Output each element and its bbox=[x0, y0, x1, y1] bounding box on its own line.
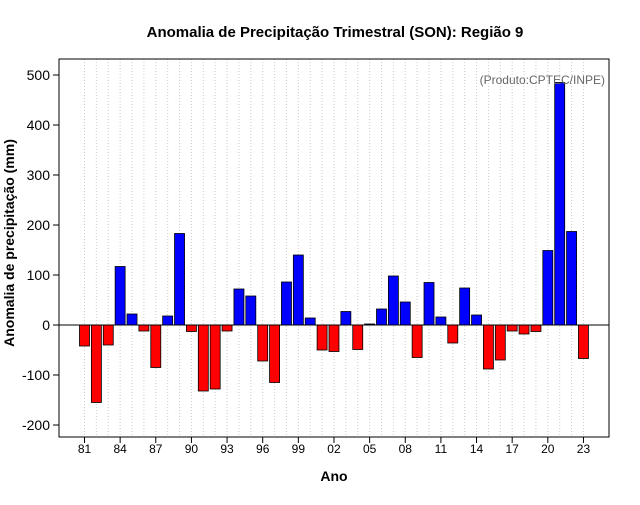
bar-2015 bbox=[483, 324, 494, 370]
bar-1988 bbox=[162, 315, 174, 326]
x-tick-label: 90 bbox=[185, 442, 199, 456]
bar-1987 bbox=[150, 324, 162, 368]
bar-2004 bbox=[352, 324, 364, 350]
bar-1982 bbox=[90, 324, 102, 403]
bar-1994 bbox=[233, 288, 245, 326]
bar-2012 bbox=[447, 324, 459, 344]
y-tick-label: -100 bbox=[22, 367, 50, 383]
x-axis-label: Ano bbox=[320, 468, 347, 484]
y-tick-label: 100 bbox=[27, 267, 51, 283]
bar-1984 bbox=[114, 266, 126, 326]
y-tick-label: 500 bbox=[27, 67, 51, 83]
y-axis: -200 -100 0 100 200 300 400 500 bbox=[22, 67, 59, 433]
y-tick-label: 200 bbox=[27, 217, 51, 233]
bar-2018 bbox=[518, 324, 530, 335]
bar-2007 bbox=[387, 275, 399, 326]
bar-2020 bbox=[542, 250, 554, 326]
bar-2000 bbox=[304, 317, 316, 326]
bar-2001 bbox=[316, 324, 328, 351]
bar-1992 bbox=[209, 324, 221, 390]
grid-layer bbox=[84, 59, 584, 437]
x-axis: 81 84 87 90 93 96 99 02 05 08 11 14 17 20 23 bbox=[78, 437, 591, 456]
bar-1998 bbox=[281, 281, 292, 326]
bar-2011 bbox=[435, 316, 447, 326]
x-tick-label: 02 bbox=[327, 442, 341, 456]
x-tick-label: 11 bbox=[435, 442, 448, 456]
x-tick-label: 93 bbox=[220, 442, 234, 456]
bar-1981 bbox=[79, 324, 90, 347]
bar-2009 bbox=[411, 324, 423, 358]
y-tick-label: 0 bbox=[42, 317, 50, 333]
bar-2021 bbox=[554, 82, 566, 326]
x-tick-label: 08 bbox=[399, 442, 413, 456]
bar-1983 bbox=[102, 324, 114, 346]
chart-title: Anomalia de Precipitação Trimestral (SON… bbox=[147, 24, 524, 41]
bar-2017 bbox=[506, 324, 518, 332]
bar-2013 bbox=[459, 287, 471, 326]
bar-2019 bbox=[530, 324, 542, 332]
x-tick-label: 05 bbox=[363, 442, 377, 456]
bar-1999 bbox=[292, 254, 304, 326]
bar-2002 bbox=[328, 324, 340, 352]
bar-2023 bbox=[578, 324, 589, 359]
x-tick-label: 23 bbox=[577, 442, 591, 456]
bar-2010 bbox=[423, 282, 435, 326]
x-tick-label: 96 bbox=[256, 442, 270, 456]
bar-2003 bbox=[340, 311, 352, 326]
y-axis-label: Anomalia de precipitação (mm) bbox=[1, 139, 17, 347]
bar-2008 bbox=[399, 301, 411, 326]
bar-2014 bbox=[471, 314, 482, 326]
x-tick-label: 84 bbox=[113, 442, 127, 456]
bar-1991 bbox=[197, 324, 209, 392]
x-tick-label: 87 bbox=[149, 442, 163, 456]
bar-1986 bbox=[138, 324, 150, 332]
bar-2016 bbox=[494, 324, 506, 361]
bar-1993 bbox=[221, 324, 233, 332]
x-tick-label: 14 bbox=[470, 442, 484, 456]
source-annotation: (Produto:CPTEC/INPE) bbox=[480, 73, 605, 87]
bar-1996 bbox=[257, 324, 269, 362]
bar-2006 bbox=[376, 308, 387, 326]
x-tick-label: 81 bbox=[78, 442, 92, 456]
bar-2022 bbox=[566, 231, 577, 326]
y-tick-label: 400 bbox=[27, 117, 51, 133]
bar-1990 bbox=[186, 324, 197, 332]
bar-1995 bbox=[245, 295, 257, 326]
x-tick-label: 17 bbox=[506, 442, 520, 456]
y-tick-label: -200 bbox=[22, 417, 50, 433]
bar-1989 bbox=[174, 233, 185, 326]
x-tick-label: 99 bbox=[292, 442, 306, 456]
bar-1997 bbox=[269, 324, 280, 383]
bar-1985 bbox=[126, 313, 138, 326]
x-tick-label: 20 bbox=[541, 442, 555, 456]
y-tick-label: 300 bbox=[27, 167, 51, 183]
